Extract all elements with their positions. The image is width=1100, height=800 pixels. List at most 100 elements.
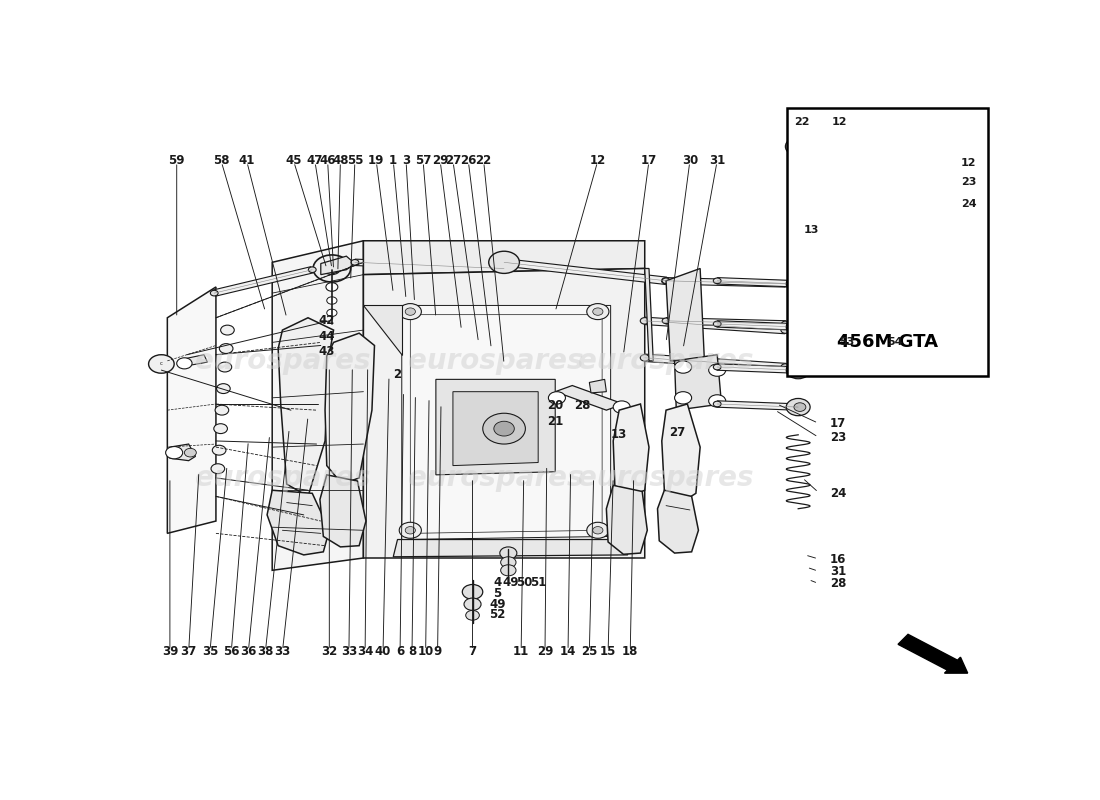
Text: 11: 11 — [513, 645, 529, 658]
Circle shape — [399, 522, 421, 538]
Circle shape — [794, 324, 802, 330]
Circle shape — [500, 565, 516, 576]
Circle shape — [213, 424, 228, 434]
Text: 45: 45 — [285, 154, 301, 167]
Polygon shape — [320, 475, 366, 547]
Text: 24: 24 — [829, 487, 846, 500]
Text: 38: 38 — [257, 645, 274, 658]
Polygon shape — [394, 539, 628, 557]
Text: 7: 7 — [469, 645, 476, 658]
Circle shape — [462, 585, 483, 599]
Text: 18: 18 — [623, 645, 638, 658]
Circle shape — [359, 405, 365, 410]
Text: 23: 23 — [961, 178, 977, 187]
Circle shape — [368, 368, 375, 373]
Circle shape — [210, 290, 218, 296]
Circle shape — [794, 367, 802, 373]
Text: 35: 35 — [201, 645, 218, 658]
Text: 42: 42 — [319, 314, 334, 327]
Polygon shape — [180, 354, 208, 367]
Circle shape — [405, 526, 416, 534]
Text: 5: 5 — [493, 586, 502, 600]
Circle shape — [499, 259, 508, 266]
Circle shape — [499, 547, 517, 559]
Circle shape — [389, 290, 397, 295]
Circle shape — [314, 255, 351, 282]
Text: 22: 22 — [794, 117, 810, 127]
Circle shape — [879, 138, 904, 156]
Circle shape — [351, 259, 359, 265]
Text: eurospares: eurospares — [579, 347, 754, 375]
Circle shape — [934, 140, 953, 154]
Circle shape — [399, 303, 421, 320]
FancyArrow shape — [898, 634, 968, 673]
Circle shape — [662, 318, 670, 324]
Text: 9: 9 — [433, 645, 442, 658]
Text: 3: 3 — [402, 154, 410, 167]
Text: 43: 43 — [319, 345, 334, 358]
Text: 8: 8 — [408, 645, 416, 658]
Text: 30: 30 — [682, 154, 698, 167]
Polygon shape — [606, 486, 647, 554]
Circle shape — [781, 321, 790, 326]
Polygon shape — [666, 278, 785, 287]
Circle shape — [166, 446, 183, 459]
Circle shape — [662, 278, 670, 284]
Circle shape — [786, 398, 810, 416]
Circle shape — [661, 278, 671, 284]
Circle shape — [713, 364, 722, 370]
Text: 36: 36 — [240, 645, 256, 658]
Polygon shape — [354, 259, 504, 272]
Text: 57: 57 — [415, 154, 431, 167]
Text: eurospares: eurospares — [408, 347, 583, 375]
Polygon shape — [717, 364, 799, 374]
Text: 1: 1 — [389, 154, 397, 167]
Text: 40: 40 — [375, 645, 392, 658]
Circle shape — [219, 344, 233, 354]
Text: 2: 2 — [394, 368, 402, 381]
Circle shape — [323, 262, 340, 274]
Polygon shape — [212, 266, 314, 296]
Circle shape — [352, 402, 367, 413]
Polygon shape — [363, 241, 645, 274]
Circle shape — [786, 318, 810, 336]
Text: 49: 49 — [503, 576, 519, 589]
Circle shape — [211, 464, 224, 474]
Circle shape — [327, 297, 337, 304]
Polygon shape — [167, 287, 216, 534]
Circle shape — [217, 384, 230, 394]
Text: 31: 31 — [710, 154, 725, 167]
Circle shape — [786, 362, 810, 378]
Circle shape — [326, 282, 338, 291]
Circle shape — [794, 366, 806, 374]
Polygon shape — [666, 269, 704, 361]
Circle shape — [593, 526, 603, 534]
Polygon shape — [674, 354, 722, 410]
Polygon shape — [717, 278, 799, 287]
Circle shape — [793, 142, 803, 149]
Circle shape — [828, 164, 845, 176]
Polygon shape — [504, 258, 667, 285]
Circle shape — [916, 143, 927, 150]
Text: 56: 56 — [223, 645, 240, 658]
Circle shape — [781, 364, 790, 370]
Text: 39: 39 — [162, 645, 178, 658]
Circle shape — [713, 401, 722, 407]
Circle shape — [465, 610, 480, 620]
Polygon shape — [813, 188, 856, 293]
Polygon shape — [402, 306, 610, 539]
Circle shape — [888, 145, 896, 152]
Polygon shape — [645, 317, 785, 334]
Circle shape — [640, 354, 649, 361]
Circle shape — [674, 392, 692, 404]
Text: 34: 34 — [356, 645, 373, 658]
Circle shape — [221, 325, 234, 335]
Text: 24: 24 — [961, 199, 977, 209]
Text: 17: 17 — [829, 418, 846, 430]
Circle shape — [177, 358, 192, 369]
Polygon shape — [662, 404, 700, 502]
Text: 4: 4 — [493, 576, 502, 589]
Circle shape — [218, 362, 232, 372]
Polygon shape — [658, 490, 698, 553]
Circle shape — [405, 308, 416, 315]
